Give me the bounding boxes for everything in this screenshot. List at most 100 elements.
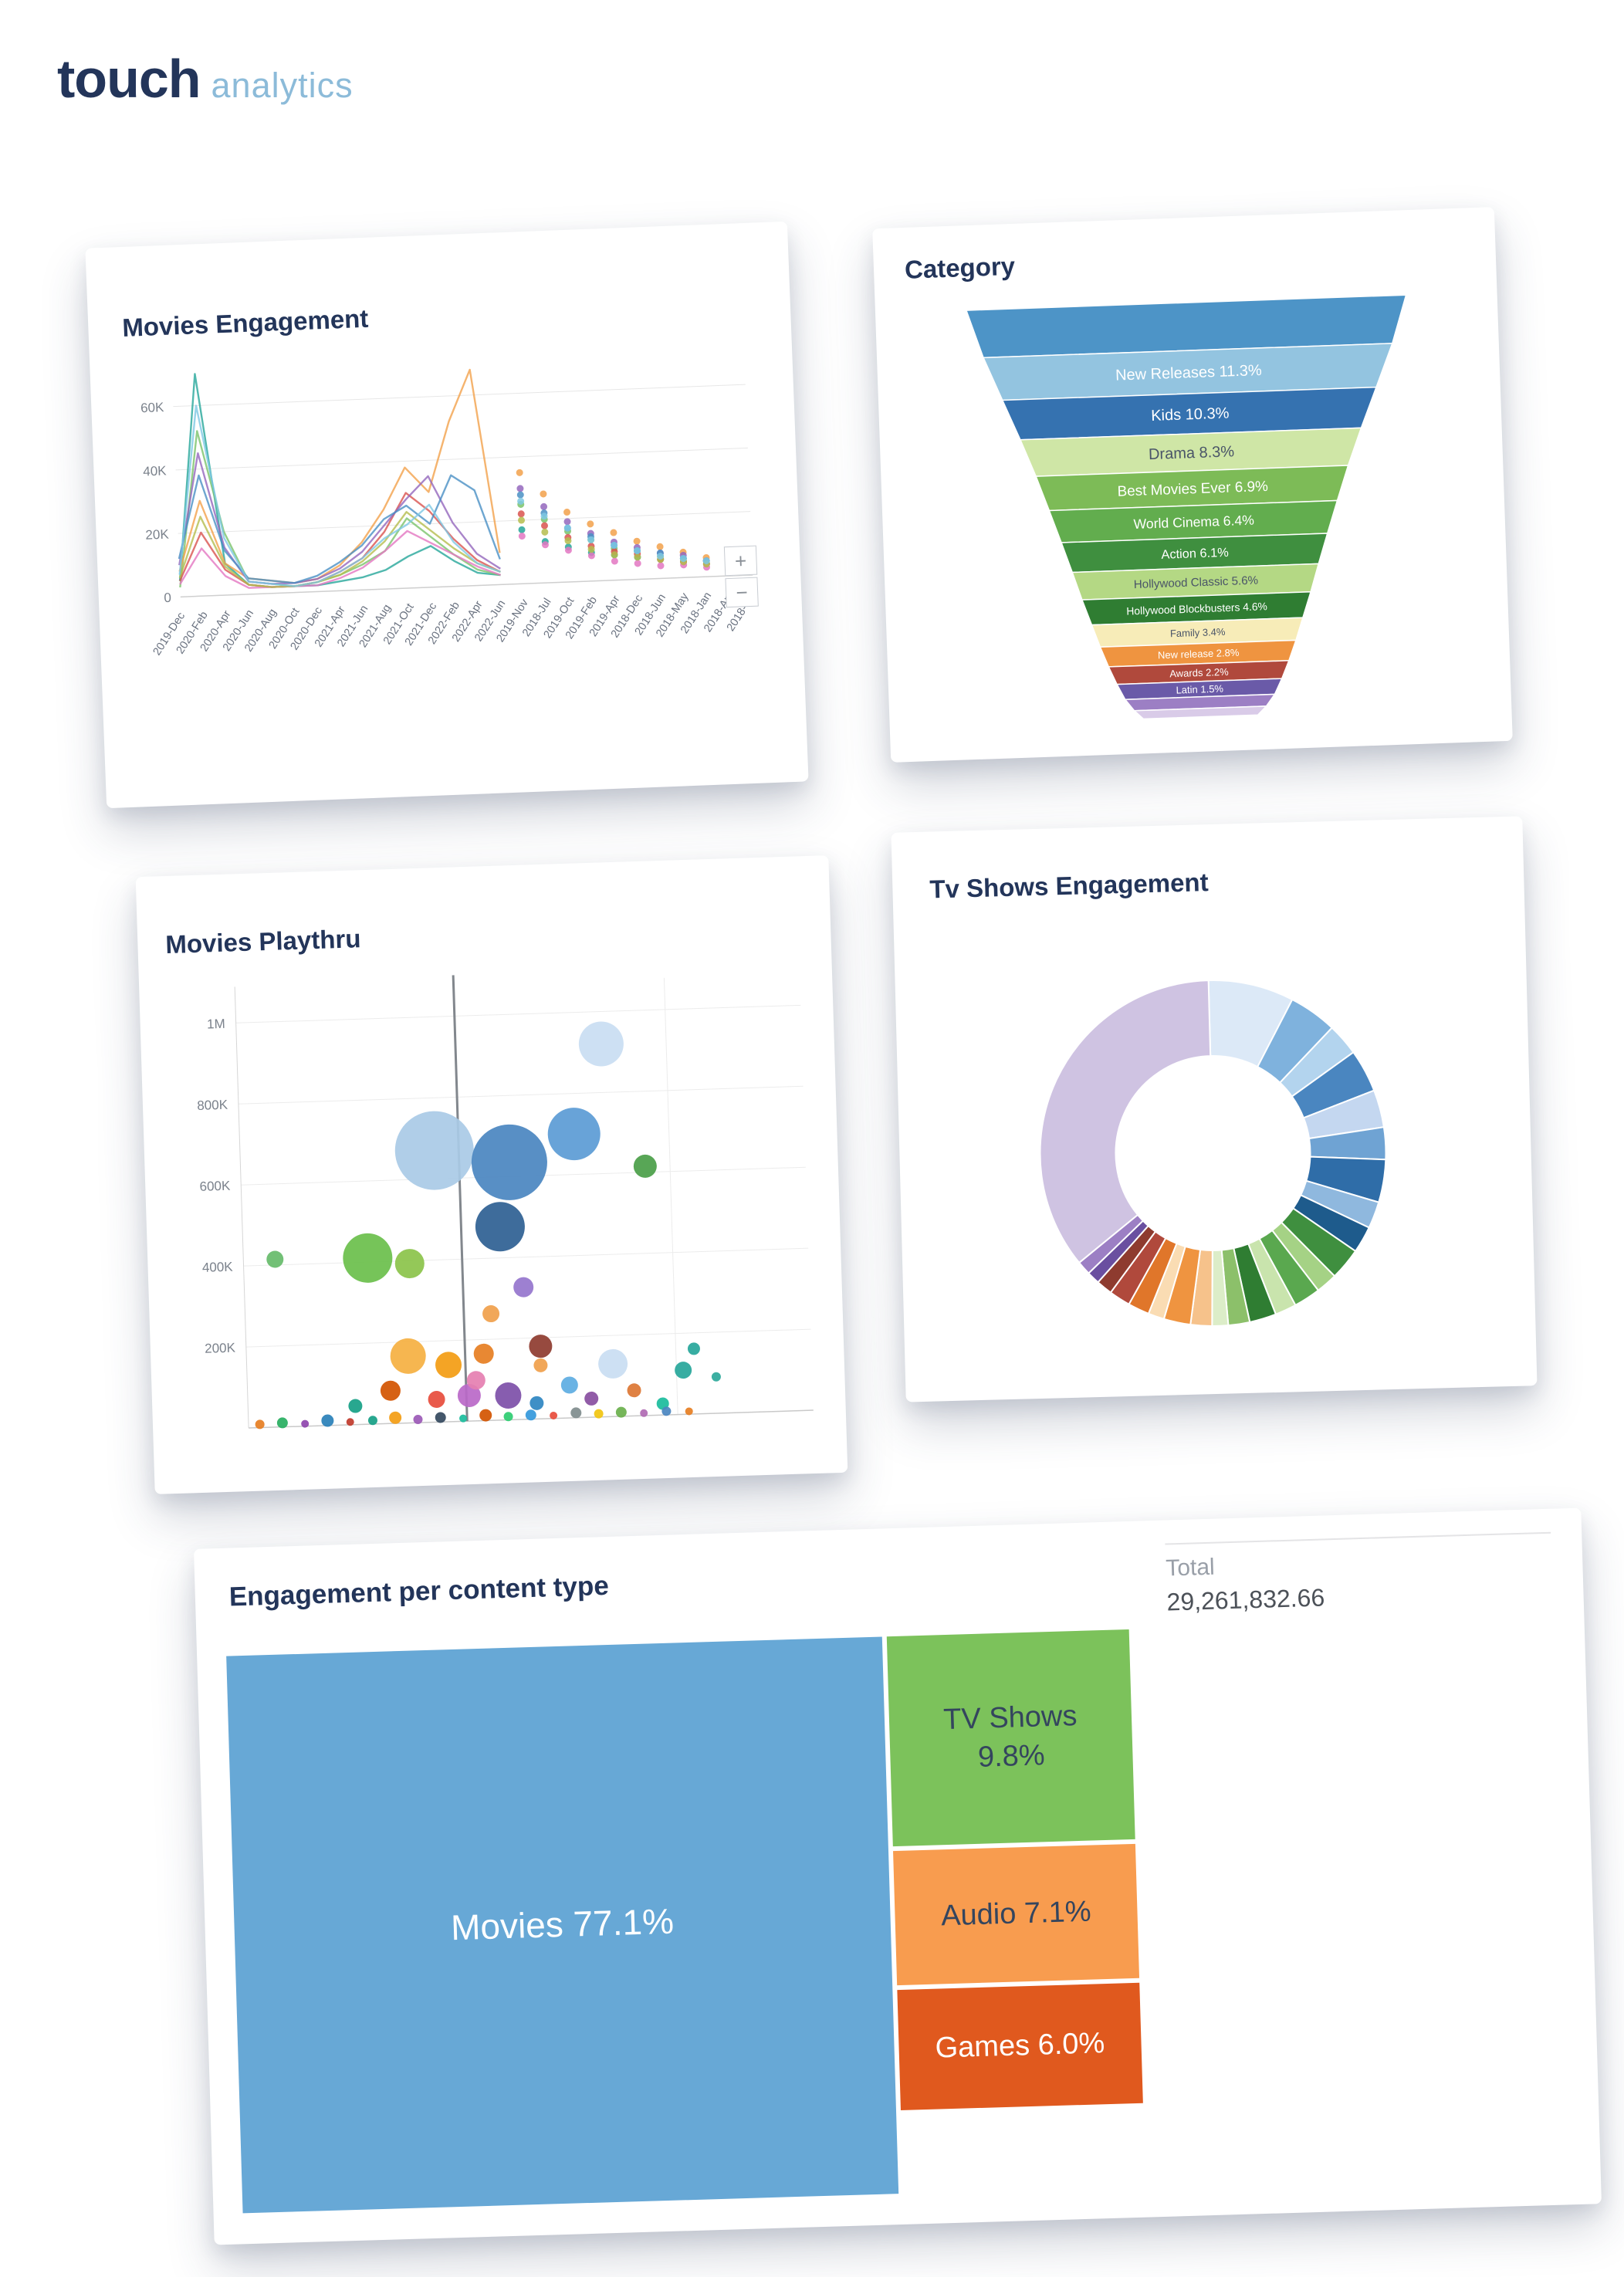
bubble[interactable]: [584, 1391, 599, 1406]
donut-slice[interactable]: [1036, 979, 1216, 1264]
bubble[interactable]: [533, 1358, 548, 1373]
bubble[interactable]: [470, 1123, 548, 1201]
treemap-block-games[interactable]: Games 6.0%: [897, 1983, 1143, 2110]
y-tick-label: 1M: [207, 1017, 225, 1032]
bubble[interactable]: [640, 1409, 648, 1417]
bubble[interactable]: [550, 1411, 558, 1419]
data-point: [518, 533, 526, 540]
data-point: [541, 522, 549, 529]
movies-playthru-chart: 200K 400K 600K 800K 1M: [197, 975, 814, 1429]
logo-primary-text: touch: [57, 49, 201, 109]
bubble[interactable]: [390, 1338, 426, 1374]
y-tick-label: 800K: [197, 1098, 228, 1113]
bubble[interactable]: [348, 1399, 363, 1413]
y-tick-label: 40K: [143, 463, 167, 479]
bubble[interactable]: [435, 1412, 446, 1423]
bubble[interactable]: [594, 1409, 604, 1419]
total-value: 29,261,832.66: [1166, 1583, 1325, 1616]
bubble[interactable]: [342, 1233, 393, 1284]
bubble[interactable]: [627, 1383, 641, 1398]
bubble[interactable]: [529, 1396, 544, 1411]
bubble[interactable]: [615, 1406, 627, 1418]
data-point: [540, 513, 548, 520]
bubble[interactable]: [513, 1277, 534, 1298]
bubble[interactable]: [266, 1250, 284, 1268]
card-category-funnel: Category New Releases 11.3% Kids 10.3% Dra…: [872, 207, 1513, 763]
data-point: [564, 546, 572, 554]
treemap-block-tv-shows[interactable]: TV Shows 9.8%: [886, 1629, 1135, 1846]
data-point: [564, 537, 572, 545]
line-series: [179, 529, 501, 589]
data-point: [679, 555, 687, 563]
data-point: [540, 502, 548, 510]
bubble[interactable]: [687, 1342, 700, 1355]
bubble[interactable]: [529, 1335, 553, 1358]
card-movies-engagement: Movies Engagement 0 20K 40K 60K 2019-Dec 2020…: [85, 221, 809, 809]
line-series: [178, 373, 501, 588]
bubble[interactable]: [473, 1343, 494, 1364]
movies-playthru-title: Movies Playthru: [164, 924, 361, 959]
bubble[interactable]: [389, 1411, 402, 1424]
data-point: [541, 528, 549, 536]
bubble[interactable]: [276, 1417, 288, 1429]
content-type-treemap: Movies 77.1% TV Shows 9.8% Audio 7.1% Games …: [226, 1629, 1145, 2214]
data-point: [657, 553, 665, 560]
bubble[interactable]: [578, 1021, 624, 1067]
bubble[interactable]: [466, 1371, 486, 1390]
bubble[interactable]: [428, 1390, 445, 1409]
y-tick-label: 200K: [205, 1341, 236, 1356]
total-label: Total: [1165, 1554, 1216, 1582]
bubble[interactable]: [321, 1414, 334, 1427]
bubble[interactable]: [459, 1414, 468, 1423]
bubble[interactable]: [475, 1201, 526, 1252]
bubble[interactable]: [301, 1419, 310, 1428]
funnel-segment-label: Latin 1.5%: [1176, 682, 1223, 695]
bubble[interactable]: [457, 1383, 481, 1408]
funnel-segment-label: Action 6.1%: [1161, 546, 1229, 562]
data-point: [518, 516, 526, 524]
data-point: [611, 551, 618, 559]
bubble[interactable]: [685, 1407, 693, 1416]
treemap-block-audio[interactable]: Audio 7.1%: [892, 1843, 1140, 1986]
bubble[interactable]: [675, 1362, 692, 1379]
treemap-block-label: Movies 77.1%: [450, 1900, 675, 1948]
zoom-in-button[interactable]: +: [723, 545, 758, 577]
bubble[interactable]: [255, 1419, 265, 1429]
bubble[interactable]: [346, 1418, 354, 1426]
zoom-out-button[interactable]: −: [725, 577, 759, 608]
bubble[interactable]: [394, 1248, 425, 1279]
data-point: [610, 529, 617, 536]
funnel-segment[interactable]: [1132, 705, 1268, 720]
bubble[interactable]: [380, 1380, 401, 1401]
y-tick-label: 600K: [199, 1179, 231, 1194]
bubble[interactable]: [661, 1406, 672, 1416]
bubble[interactable]: [367, 1416, 377, 1426]
bubble[interactable]: [598, 1348, 628, 1379]
funnel-segment-label: Hollywood Blockbusters 4.6%: [1126, 600, 1267, 617]
y-tick-label: 20K: [145, 527, 170, 543]
bubble[interactable]: [503, 1412, 513, 1422]
bubble[interactable]: [525, 1409, 536, 1421]
treemap-block-label: Audio 7.1%: [940, 1895, 1092, 1933]
bubble[interactable]: [435, 1352, 462, 1379]
data-point: [634, 560, 641, 567]
bubble[interactable]: [711, 1372, 721, 1382]
data-point: [518, 526, 526, 533]
bubble[interactable]: [560, 1376, 579, 1394]
bubble[interactable]: [495, 1382, 522, 1409]
bubble[interactable]: [547, 1107, 601, 1161]
data-point: [633, 537, 641, 545]
treemap-block-movies[interactable]: Movies 77.1%: [226, 1636, 898, 2214]
data-point: [563, 509, 571, 516]
data-point: [516, 469, 523, 476]
data-point: [587, 546, 595, 553]
bubble[interactable]: [394, 1110, 475, 1191]
bubble[interactable]: [482, 1305, 500, 1323]
bubble[interactable]: [479, 1409, 492, 1422]
bubble[interactable]: [570, 1407, 582, 1419]
y-tick-label: 60K: [140, 400, 165, 415]
bubble[interactable]: [413, 1414, 423, 1424]
card-engagement-per-content-type: Engagement per content type Total 29,261…: [194, 1507, 1602, 2245]
bubble[interactable]: [633, 1154, 657, 1178]
data-point: [541, 541, 549, 549]
